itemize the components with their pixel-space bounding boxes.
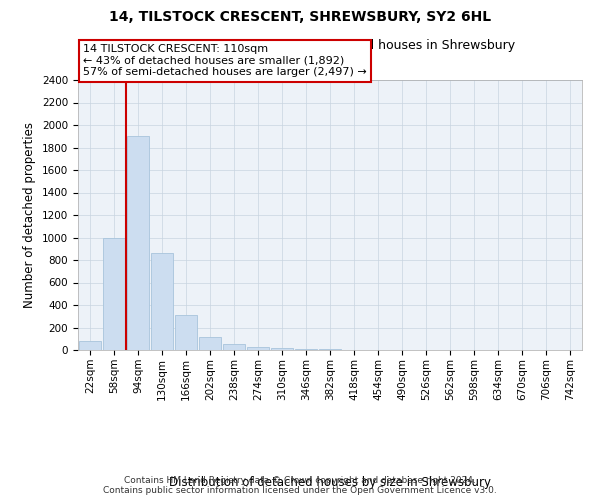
Bar: [127, 136, 149, 350]
Bar: [199, 336, 221, 350]
Bar: [271, 348, 293, 350]
Bar: [175, 315, 197, 350]
X-axis label: Distribution of detached houses by size in Shrewsbury: Distribution of detached houses by size …: [169, 476, 491, 489]
Text: 14 TILSTOCK CRESCENT: 110sqm
← 43% of detached houses are smaller (1,892)
57% of: 14 TILSTOCK CRESCENT: 110sqm ← 43% of de…: [83, 44, 367, 78]
Text: 14, TILSTOCK CRESCENT, SHREWSBURY, SY2 6HL: 14, TILSTOCK CRESCENT, SHREWSBURY, SY2 6…: [109, 10, 491, 24]
Text: Contains HM Land Registry data © Crown copyright and database right 2024.
Contai: Contains HM Land Registry data © Crown c…: [103, 476, 497, 495]
Title: Size of property relative to detached houses in Shrewsbury: Size of property relative to detached ho…: [145, 40, 515, 52]
Bar: [247, 346, 269, 350]
Bar: [151, 254, 173, 350]
Y-axis label: Number of detached properties: Number of detached properties: [23, 122, 37, 308]
Bar: [223, 344, 245, 350]
Bar: [295, 349, 317, 350]
Bar: [103, 238, 125, 350]
Bar: [79, 341, 101, 350]
